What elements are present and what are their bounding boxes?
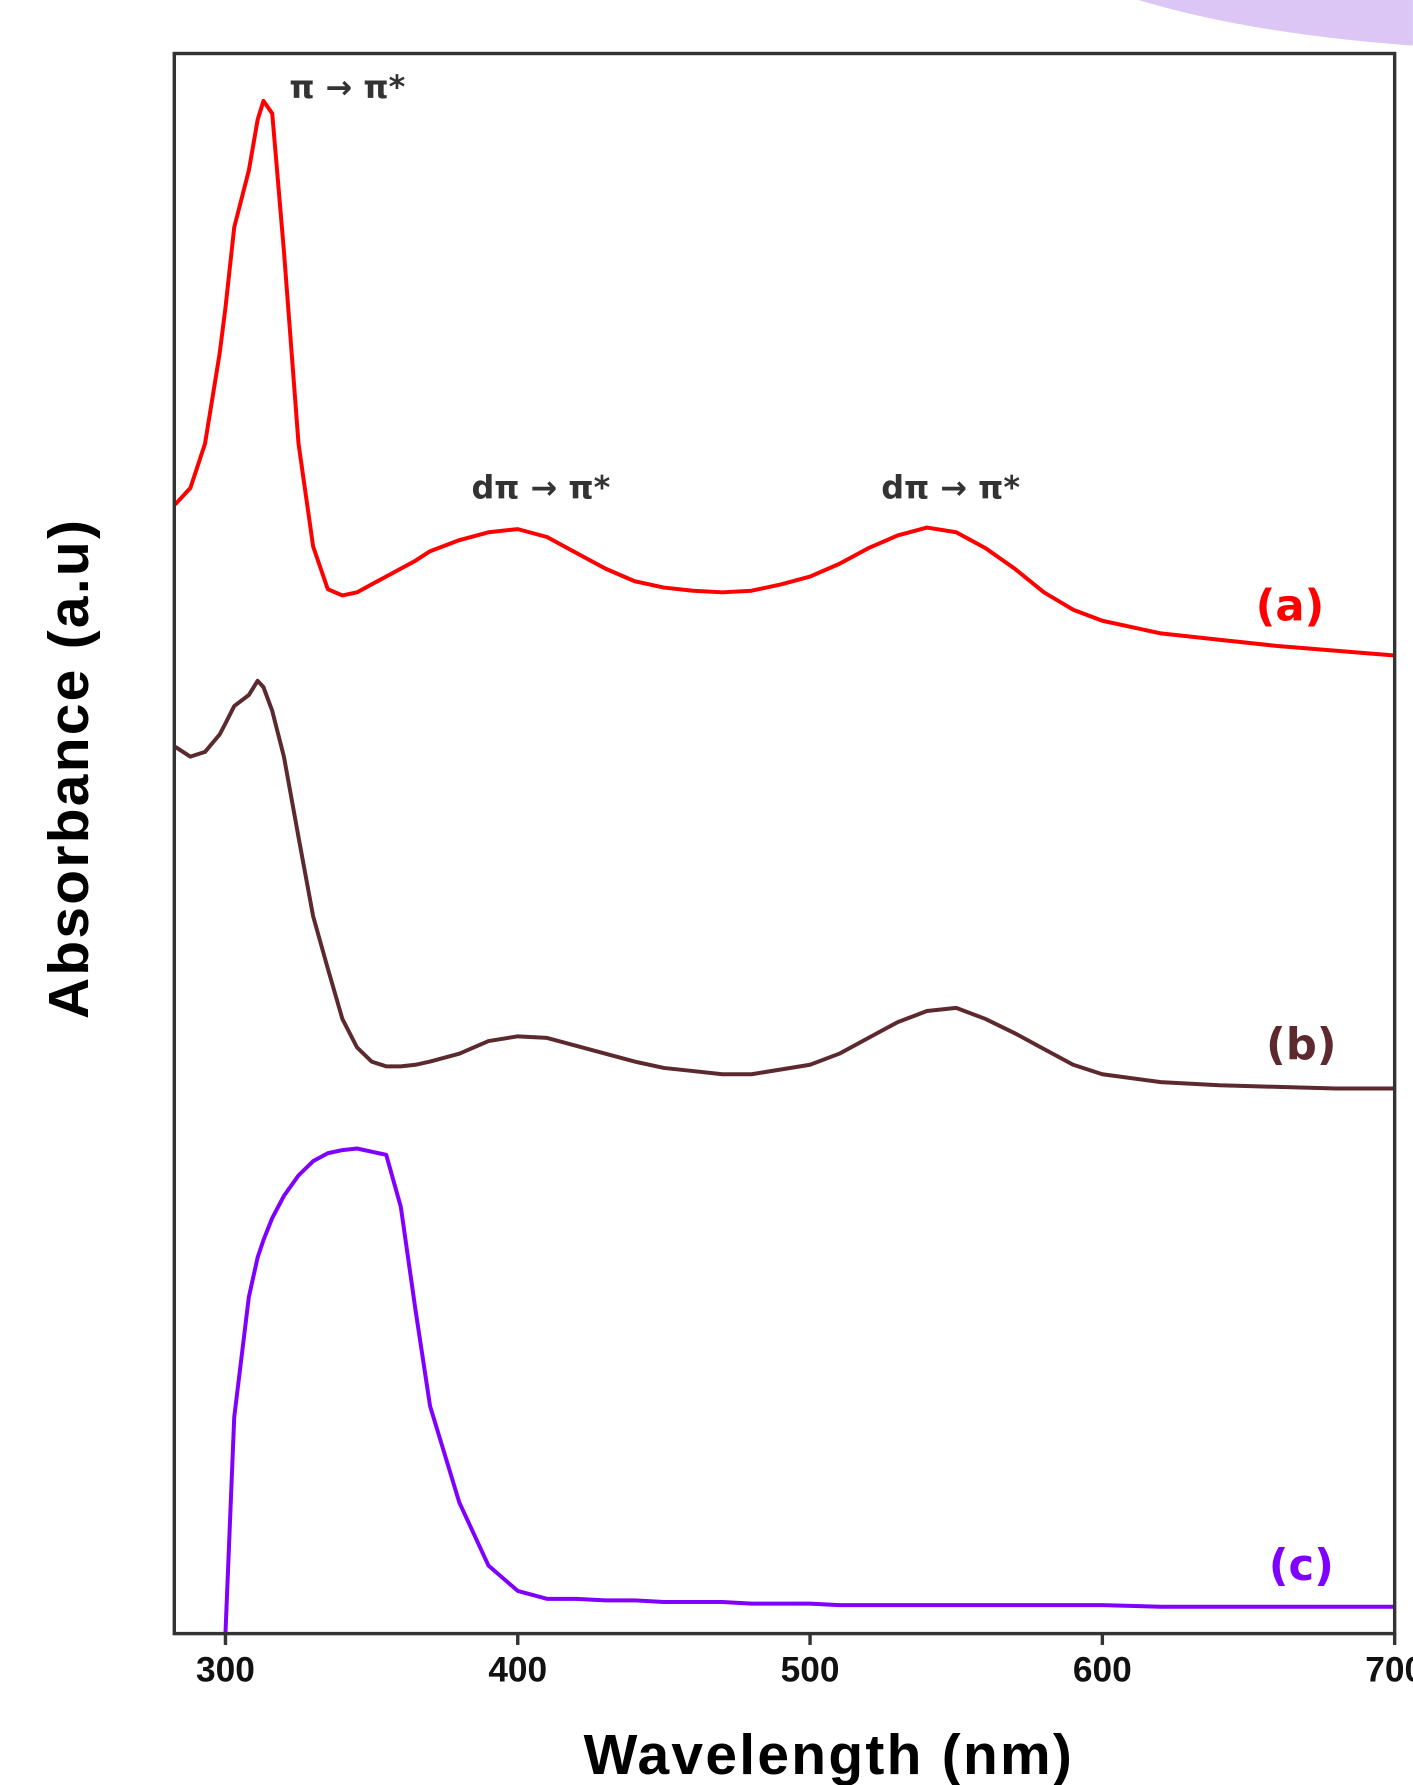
decoration: [1138, 0, 1413, 46]
x-tick-label: 700: [1365, 1651, 1413, 1690]
x-tick-label: 500: [781, 1651, 840, 1690]
annotation: dπ → π*: [471, 469, 610, 507]
annotation: π → π*: [289, 68, 405, 106]
plot-frame: [172, 51, 1397, 1636]
series-label: (b): [1266, 1020, 1337, 1070]
series-line: [223, 1146, 1395, 1634]
series-label: (c): [1269, 1541, 1334, 1591]
series-line: [174, 98, 1395, 658]
x-tick-label: 400: [488, 1651, 547, 1690]
annotation: dπ → π*: [881, 469, 1020, 507]
y-axis-title: Absorbance (a.u): [37, 518, 101, 1019]
x-tick-label: 300: [196, 1651, 255, 1690]
plot-area: [174, 98, 1395, 1634]
series-line: [174, 678, 1395, 1091]
series-label: (a): [1256, 582, 1325, 632]
x-tick-label: 600: [1073, 1651, 1132, 1690]
x-axis-title: Wavelength (nm): [584, 1723, 1074, 1785]
